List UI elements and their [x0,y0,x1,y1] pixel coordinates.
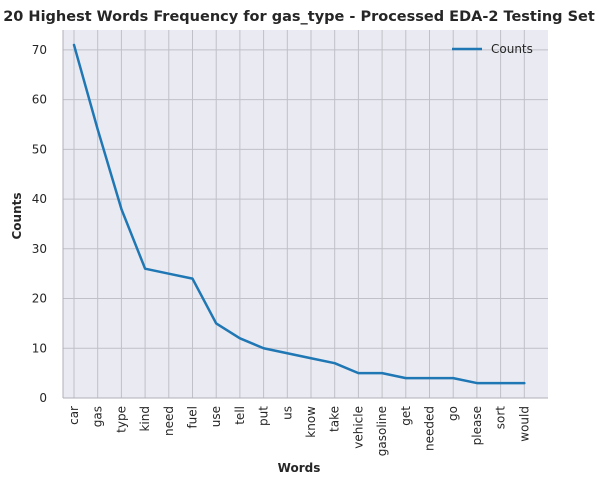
y-tick-label: 20 [32,292,47,306]
y-tick-label: 30 [32,242,47,256]
x-tick-label: use [209,406,223,427]
x-tick-label: us [280,406,294,420]
x-tick-label: please [470,406,484,445]
x-tick-label: put [257,406,271,426]
chart-title: 20 Highest Words Frequency for gas_type … [3,9,595,25]
x-tick-label: gasoline [375,406,389,456]
x-tick-label: needed [423,406,437,451]
y-axis-label: Counts [10,192,24,239]
y-tick-label: 0 [39,391,47,405]
legend: Counts [452,42,533,56]
y-tick-label: 50 [32,142,47,156]
plot-area [63,30,548,398]
x-tick-label: kind [138,406,152,432]
x-tick-label: vehicle [351,406,365,449]
y-tick-labels: 0 10 20 30 40 50 60 70 [32,43,47,405]
y-tick-label: 40 [32,192,47,206]
y-tick-label: 10 [32,341,47,355]
x-tick-label: would [517,406,531,442]
x-tick-label: need [162,406,176,436]
x-tick-label: sort [494,406,508,430]
axes [62,30,548,399]
x-tick-label: tell [233,406,247,425]
x-tick-label: know [304,406,318,438]
x-tick-label: car [67,406,81,425]
x-tick-label: gas [91,406,105,427]
y-tick-label: 60 [32,93,47,107]
grid [63,30,548,399]
x-tick-label: take [328,406,342,432]
x-tick-labels: car gas type kind need fuel use tell put us know ta… [67,406,531,457]
series-line-counts [72,43,526,385]
y-tick-label: 70 [32,43,47,57]
x-tick-label: type [114,406,128,433]
x-tick-label: get [399,406,413,426]
x-tick-label: fuel [186,406,200,429]
legend-label: Counts [491,42,533,56]
x-tick-label: go [446,406,460,421]
series-layer [72,43,526,385]
x-axis-label: Words [278,461,321,475]
